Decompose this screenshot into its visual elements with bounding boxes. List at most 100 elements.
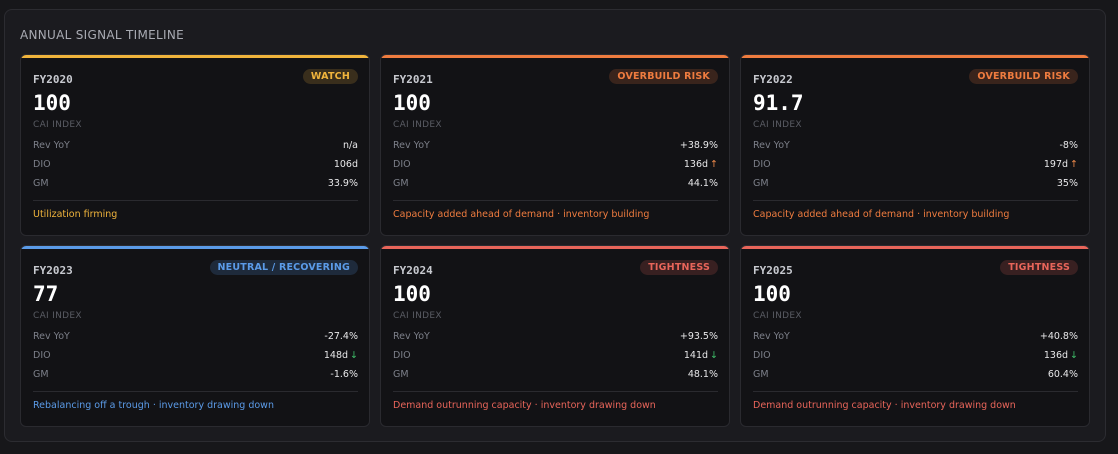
metric-label: GM xyxy=(33,369,49,380)
signal-note: Rebalancing off a trough · inventory dra… xyxy=(33,400,274,411)
cai-index-value: 100 xyxy=(393,91,431,115)
metric-label: GM xyxy=(33,178,49,189)
fiscal-year-label: FY2021 xyxy=(393,73,433,86)
metric-value: 136d xyxy=(1043,350,1069,361)
metric-row-gm: GM 33.9% xyxy=(33,177,358,196)
metrics-list: Rev YoY n/a DIO 106d GM 33.9% xyxy=(33,139,358,196)
metrics-list: Rev YoY +93.5% DIO 141d ↓ GM 48.1% xyxy=(393,330,718,387)
signal-note: Utilization firming xyxy=(33,209,118,220)
card-divider xyxy=(33,200,358,201)
cai-index-value: 91.7 xyxy=(753,91,804,115)
metric-row-rev-yoy: Rev YoY +40.8% xyxy=(753,330,1078,349)
metric-row-dio: DIO 141d ↓ xyxy=(393,349,718,368)
metric-value-wrap: 148d ↓ xyxy=(324,349,358,368)
metric-value: -27.4% xyxy=(324,331,358,342)
metric-label: Rev YoY xyxy=(393,331,430,342)
metric-row-rev-yoy: Rev YoY n/a xyxy=(33,139,358,158)
metric-value: 148d xyxy=(323,350,349,361)
signal-card-fy2021: FY2021 OVERBUILD RISK 100 CAI INDEX Rev … xyxy=(380,54,730,236)
metric-value-wrap: 136d ↓ xyxy=(1044,349,1078,368)
metric-label: Rev YoY xyxy=(33,140,70,151)
cai-index-value: 100 xyxy=(753,282,791,306)
metrics-list: Rev YoY +40.8% DIO 136d ↓ GM 60.4% xyxy=(753,330,1078,387)
metric-label: Rev YoY xyxy=(393,140,430,151)
card-accent-bar xyxy=(21,55,369,58)
panel-title: ANNUAL SIGNAL TIMELINE xyxy=(20,28,184,42)
metric-row-gm: GM 44.1% xyxy=(393,177,718,196)
metric-row-dio: DIO 136d ↑ xyxy=(393,158,718,177)
signal-note: Capacity added ahead of demand · invento… xyxy=(753,209,1010,220)
card-accent-bar xyxy=(21,246,369,249)
metric-value-wrap: 197d ↑ xyxy=(1044,158,1078,177)
signal-card-fy2022: FY2022 OVERBUILD RISK 91.7 CAI INDEX Rev… xyxy=(740,54,1090,236)
status-badge: WATCH xyxy=(302,69,358,84)
fiscal-year-label: FY2022 xyxy=(753,73,793,86)
cai-index-label: CAI INDEX xyxy=(393,311,442,321)
card-accent-bar xyxy=(741,55,1089,58)
signal-card-fy2020: FY2020 WATCH 100 CAI INDEX Rev YoY n/a DI… xyxy=(20,54,370,236)
metric-label: DIO xyxy=(33,350,51,361)
fiscal-year-label: FY2023 xyxy=(33,264,73,277)
trend-arrow-icon: ↓ xyxy=(350,350,358,361)
metric-label: Rev YoY xyxy=(753,140,790,151)
metric-label: DIO xyxy=(33,159,51,170)
metric-value: 33.9% xyxy=(327,178,358,189)
metric-value: 60.4% xyxy=(1047,369,1078,380)
metric-value: 48.1% xyxy=(687,369,718,380)
trend-arrow-icon: ↑ xyxy=(710,159,718,170)
metric-label: DIO xyxy=(753,350,771,361)
cai-index-label: CAI INDEX xyxy=(33,120,82,130)
cai-index-value: 100 xyxy=(33,91,71,115)
metric-row-gm: GM 35% xyxy=(753,177,1078,196)
metric-row-rev-yoy: Rev YoY +93.5% xyxy=(393,330,718,349)
metric-label: DIO xyxy=(753,159,771,170)
card-divider xyxy=(393,391,718,392)
metric-label: Rev YoY xyxy=(753,331,790,342)
metric-value: 197d xyxy=(1043,159,1069,170)
metric-row-rev-yoy: Rev YoY -27.4% xyxy=(33,330,358,349)
metrics-list: Rev YoY +38.9% DIO 136d ↑ GM 44.1% xyxy=(393,139,718,196)
metric-value: 141d xyxy=(683,350,709,361)
status-badge: TIGHTNESS xyxy=(640,260,718,275)
fiscal-year-label: FY2020 xyxy=(33,73,73,86)
metric-value-wrap: 136d ↑ xyxy=(684,158,718,177)
cai-index-value: 100 xyxy=(393,282,431,306)
metric-row-rev-yoy: Rev YoY +38.9% xyxy=(393,139,718,158)
signal-card-fy2025: FY2025 TIGHTNESS 100 CAI INDEX Rev YoY +4… xyxy=(740,245,1090,427)
card-divider xyxy=(753,200,1078,201)
cai-index-value: 77 xyxy=(33,282,59,306)
cai-index-label: CAI INDEX xyxy=(753,120,802,130)
annual-signal-timeline-panel: ANNUAL SIGNAL TIMELINE FY2020 WATCH 100 … xyxy=(4,9,1106,442)
metric-row-dio: DIO 106d xyxy=(33,158,358,177)
metric-value: +40.8% xyxy=(1039,331,1078,342)
status-badge: TIGHTNESS xyxy=(1000,260,1078,275)
cai-index-label: CAI INDEX xyxy=(393,120,442,130)
metric-label: GM xyxy=(393,178,409,189)
metrics-list: Rev YoY -8% DIO 197d ↑ GM 35% xyxy=(753,139,1078,196)
metric-row-gm: GM 48.1% xyxy=(393,368,718,387)
signal-card-fy2023: FY2023 NEUTRAL / RECOVERING 77 CAI INDEX… xyxy=(20,245,370,427)
metric-value-wrap: 106d xyxy=(334,158,358,177)
card-accent-bar xyxy=(381,55,729,58)
metric-value: n/a xyxy=(342,140,358,151)
metric-row-gm: GM -1.6% xyxy=(33,368,358,387)
signal-card-fy2024: FY2024 TIGHTNESS 100 CAI INDEX Rev YoY +9… xyxy=(380,245,730,427)
metric-value: -8% xyxy=(1059,140,1079,151)
metric-value: 136d xyxy=(683,159,709,170)
status-badge: OVERBUILD RISK xyxy=(609,69,718,84)
card-divider xyxy=(393,200,718,201)
metric-row-rev-yoy: Rev YoY -8% xyxy=(753,139,1078,158)
metric-label: GM xyxy=(753,178,769,189)
card-divider xyxy=(33,391,358,392)
card-divider xyxy=(753,391,1078,392)
metric-value: 44.1% xyxy=(687,178,718,189)
trend-arrow-icon: ↑ xyxy=(1070,159,1078,170)
metric-label: GM xyxy=(753,369,769,380)
trend-arrow-icon: ↓ xyxy=(1070,350,1078,361)
metric-label: Rev YoY xyxy=(33,331,70,342)
status-badge: NEUTRAL / RECOVERING xyxy=(209,260,358,275)
metric-row-dio: DIO 148d ↓ xyxy=(33,349,358,368)
metric-value: 35% xyxy=(1056,178,1078,189)
metric-value: +93.5% xyxy=(679,331,718,342)
signal-card-grid: FY2020 WATCH 100 CAI INDEX Rev YoY n/a DI… xyxy=(20,54,1090,427)
